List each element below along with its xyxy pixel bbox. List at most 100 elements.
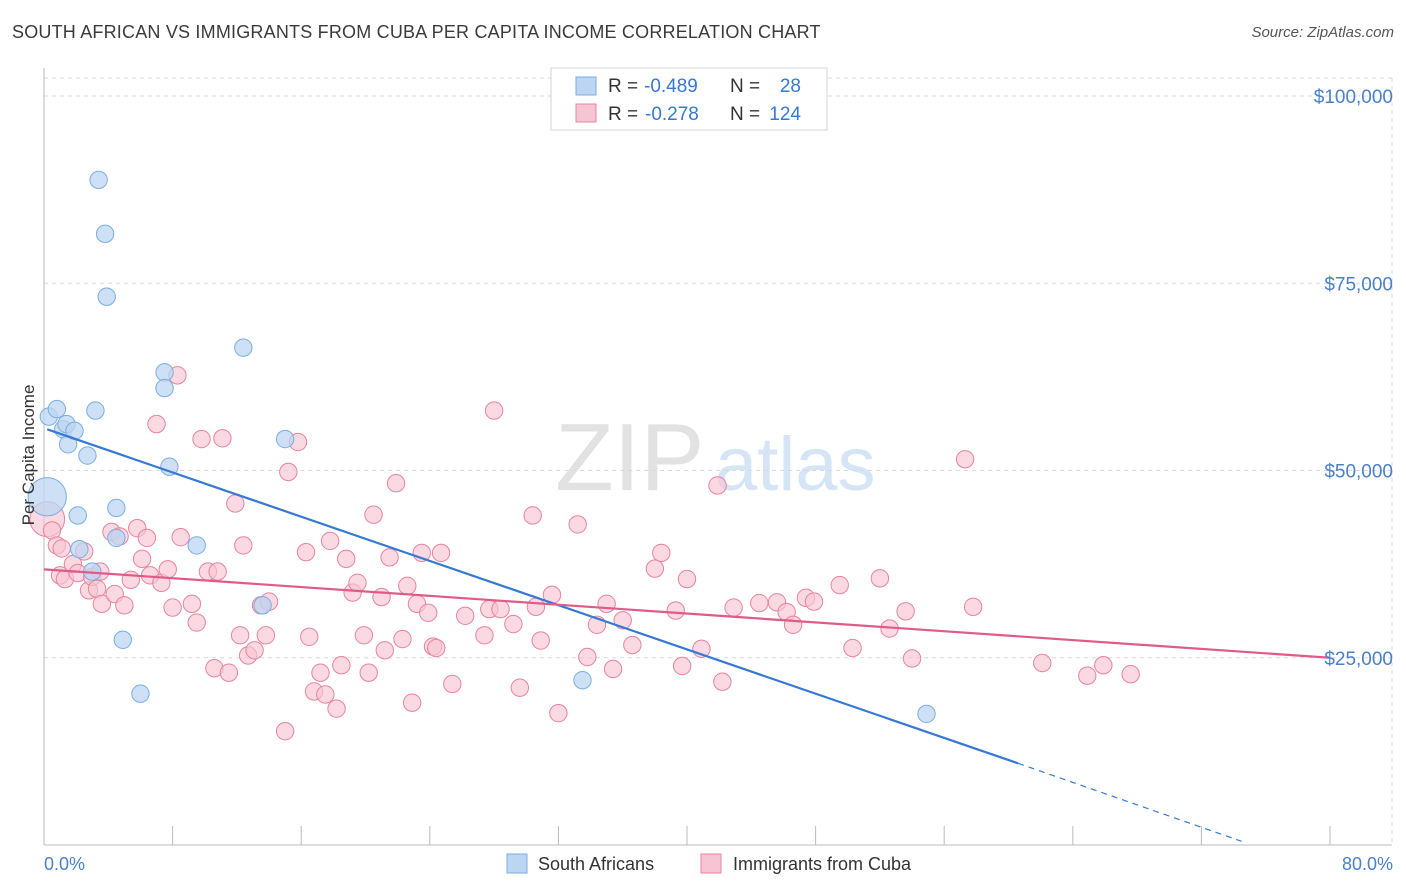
point-cuba-55 <box>332 656 351 675</box>
point-cuba-71 <box>418 603 438 623</box>
point-cuba-23 <box>147 414 166 434</box>
point-south-african-12 <box>89 170 108 190</box>
legend-n-label-south-africans: N = <box>730 76 760 97</box>
trend-line-south-africans-extension <box>1017 762 1242 842</box>
point-cuba-117 <box>963 597 983 617</box>
point-cuba-28 <box>171 527 190 547</box>
chart-title: SOUTH AFRICAN VS IMMIGRANTS FROM CUBA PE… <box>12 22 821 42</box>
point-cuba-66 <box>393 629 412 649</box>
point-cuba-54 <box>327 699 346 718</box>
y-tick-labels: $100,000 $75,000 $50,000 $25,000 <box>1314 87 1393 670</box>
point-cuba-58 <box>348 573 367 593</box>
point-cuba-56 <box>337 549 356 569</box>
point-south-african-9 <box>78 446 97 465</box>
point-cuba-4 <box>52 539 71 558</box>
point-cuba-63 <box>375 641 394 660</box>
y-axis-title: Per Capita Income <box>19 385 38 526</box>
point-south-african-11 <box>86 401 105 420</box>
point-south-african-7 <box>68 506 87 525</box>
point-cuba-77 <box>475 626 494 645</box>
point-cuba-74 <box>431 543 451 563</box>
legend-bottom-label-immigrants-from-cuba: Immigrants from Cuba <box>733 854 912 874</box>
point-cuba-80 <box>491 599 510 619</box>
point-cuba-64 <box>380 548 399 567</box>
point-cuba-112 <box>870 569 890 588</box>
point-cuba-107 <box>783 615 803 634</box>
y-tick-label-3: $25,000 <box>1324 649 1393 670</box>
point-south-african-24 <box>253 596 272 615</box>
legend-n-value-south-africans: 28 <box>780 76 801 97</box>
point-cuba-83 <box>523 506 542 525</box>
point-cuba-34 <box>208 562 227 581</box>
point-cuba-102 <box>713 672 732 691</box>
point-cuba-97 <box>666 601 685 620</box>
axes <box>43 68 1392 846</box>
point-cuba-118 <box>1033 653 1052 673</box>
point-cuba-67 <box>398 576 417 596</box>
legend-n-value-immigrants-from-cuba: 124 <box>769 104 801 125</box>
point-cuba-76 <box>455 606 475 626</box>
point-cuba-39 <box>234 536 253 555</box>
point-south-african-2 <box>47 399 67 419</box>
point-cuba-82 <box>510 678 530 697</box>
point-cuba-111 <box>843 638 862 658</box>
point-south-african-26 <box>573 671 592 690</box>
point-south-african-17 <box>113 630 132 649</box>
point-cuba-98 <box>672 656 692 676</box>
trend-lines <box>43 428 1331 842</box>
point-cuba-79 <box>484 401 504 420</box>
point-south-african-19 <box>155 363 174 382</box>
point-cuba-31 <box>192 429 211 449</box>
point-south-african-16 <box>107 528 126 548</box>
point-cuba-119 <box>1078 666 1097 685</box>
point-cuba-53 <box>320 531 340 551</box>
point-south-african-0 <box>27 477 67 517</box>
point-cuba-109 <box>804 592 824 611</box>
point-cuba-94 <box>623 635 642 655</box>
point-cuba-51 <box>311 663 330 682</box>
point-cuba-21 <box>137 528 157 548</box>
watermark: ZIP atlas <box>555 404 876 511</box>
point-cuba-68 <box>402 693 422 712</box>
point-cuba-60 <box>359 663 378 682</box>
point-south-african-23 <box>234 338 253 357</box>
y-tick-label-0: $100,000 <box>1314 87 1393 108</box>
point-cuba-65 <box>386 474 406 493</box>
point-cuba-88 <box>568 515 587 534</box>
x-tick-label-min: 0.0% <box>44 854 85 874</box>
point-cuba-73 <box>427 638 446 658</box>
point-cuba-89 <box>578 647 597 667</box>
point-cuba-121 <box>1121 665 1140 684</box>
watermark-atlas: atlas <box>715 422 876 507</box>
point-cuba-38 <box>230 626 250 645</box>
point-cuba-84 <box>526 597 546 617</box>
point-cuba-104 <box>750 593 769 613</box>
point-cuba-62 <box>372 587 391 607</box>
point-cuba-26 <box>163 598 182 617</box>
legend-bottom-swatch-immigrants-from-cuba <box>700 853 722 874</box>
point-cuba-92 <box>603 659 623 679</box>
point-cuba-87 <box>549 703 568 723</box>
legend-r-label-south-africans: R = <box>608 76 638 97</box>
point-cuba-45 <box>275 721 295 741</box>
point-south-african-13 <box>95 224 115 244</box>
point-south-african-15 <box>107 498 126 518</box>
point-cuba-52 <box>316 685 335 704</box>
x-tick-label-max: 80.0% <box>1342 854 1393 874</box>
point-cuba-91 <box>597 594 616 614</box>
legend-stats-box <box>550 67 828 131</box>
trend-line-immigrants-from-cuba <box>43 568 1331 659</box>
point-cuba-13 <box>92 594 112 614</box>
point-cuba-30 <box>187 613 206 632</box>
point-cuba-95 <box>645 559 665 578</box>
point-south-african-20 <box>155 378 174 398</box>
legend-r-value-immigrants-from-cuba: -0.278 <box>645 104 699 125</box>
series-south-africans <box>27 170 936 724</box>
chart-source: Source: ZipAtlas.com <box>1251 24 1394 41</box>
point-cuba-43 <box>256 626 276 645</box>
legend-bottom: South Africans Immigrants from Cuba <box>506 853 912 874</box>
point-cuba-37 <box>226 494 245 513</box>
legend-n-label-immigrants-from-cuba: N = <box>730 104 760 125</box>
y-tick-label-2: $50,000 <box>1324 462 1393 483</box>
